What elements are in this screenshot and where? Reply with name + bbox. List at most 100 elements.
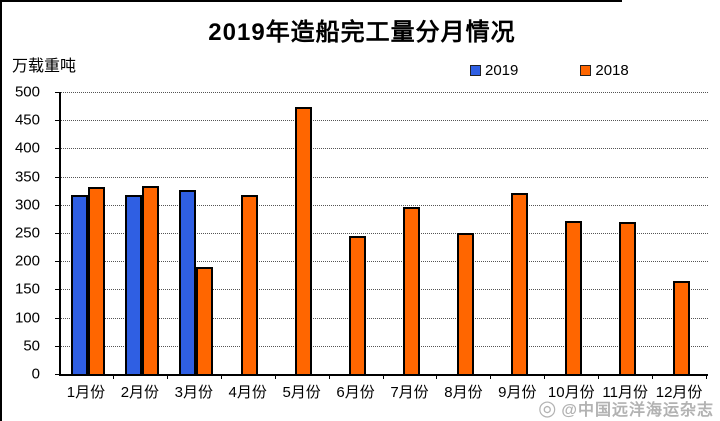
bar-2018-10月份 — [564, 221, 582, 374]
legend-label-2018: 2018 — [595, 62, 629, 79]
legend-item-2019: 2019 — [470, 62, 518, 79]
month-slot-2 — [115, 92, 169, 374]
y-tick-label-350: 350 — [14, 168, 40, 186]
bar-2018-8月份 — [456, 233, 474, 374]
gridline-350 — [61, 176, 708, 178]
month-slot-11 — [600, 92, 654, 374]
y-tick-label-100: 100 — [14, 309, 40, 327]
y-tick-label-0: 0 — [31, 365, 40, 383]
bar-2018-5月份 — [295, 107, 313, 374]
y-tick-label-500: 500 — [14, 83, 40, 101]
legend-label-2019: 2019 — [485, 62, 519, 79]
x-tick-9 — [544, 375, 546, 379]
month-slot-6 — [331, 92, 385, 374]
legend-swatch-2019 — [470, 65, 481, 76]
weibo-icon: ◎ — [538, 396, 557, 420]
month-slot-4 — [223, 92, 277, 374]
month-slot-7 — [385, 92, 439, 374]
x-tick-5 — [328, 375, 330, 379]
y-tick-label-400: 400 — [14, 139, 40, 157]
legend-swatch-2018 — [580, 65, 592, 76]
month-slot-5 — [277, 92, 331, 374]
gridline-450 — [61, 120, 708, 122]
x-tick-label-11: 11月份 — [602, 384, 648, 401]
chart-title: 2019年造船完工量分月情况 — [208, 19, 516, 46]
x-tick-1 — [112, 375, 114, 379]
bar-2018-2月份 — [141, 186, 159, 374]
x-tick-10 — [598, 375, 600, 379]
y-tick-150 — [55, 289, 61, 291]
month-slot-8 — [438, 92, 492, 374]
x-tick-8 — [490, 375, 492, 379]
x-tick-label-9: 9月份 — [498, 384, 537, 401]
month-slot-3 — [169, 92, 223, 374]
legend-item-2018: 2018 — [580, 62, 629, 79]
bar-2018-9月份 — [510, 192, 528, 374]
legend: 2019 2018 — [470, 62, 629, 79]
gridline-300 — [61, 204, 708, 206]
gridline-100 — [61, 317, 708, 319]
gridline-200 — [61, 261, 708, 263]
watermark-text: @中国远洋海运杂志 — [561, 402, 714, 419]
y-tick-label-200: 200 — [14, 252, 40, 270]
x-tick-label-6: 6月份 — [336, 384, 375, 401]
y-tick-350 — [55, 176, 61, 178]
x-tick-6 — [382, 375, 384, 379]
y-axis-labels: 0 50 100 150 200 250 300 350 400 450 500 — [2, 85, 50, 382]
y-tick-300 — [55, 204, 61, 206]
bar-2018-12月份 — [672, 280, 690, 374]
x-tick-label-12: 12月份 — [655, 384, 703, 401]
bars-layer — [61, 92, 708, 374]
y-tick-label-50: 50 — [23, 337, 40, 355]
y-tick-200 — [55, 261, 61, 263]
x-tick-12 — [706, 375, 707, 379]
x-tick-label-1: 1月份 — [66, 384, 106, 401]
x-tick-label-5: 5月份 — [282, 384, 321, 401]
month-slot-9 — [492, 92, 546, 374]
gridline-500 — [61, 92, 708, 93]
bar-2019-3月份 — [178, 189, 196, 374]
y-tick-500 — [55, 92, 61, 93]
y-tick-0 — [55, 374, 61, 375]
frame-top-border — [2, 0, 622, 2]
x-tick-4 — [274, 375, 276, 379]
month-slot-1 — [61, 92, 115, 374]
gridline-400 — [61, 148, 708, 150]
y-tick-label-300: 300 — [14, 196, 40, 214]
bar-2018-3月份 — [195, 266, 213, 374]
x-tick-label-2: 2月份 — [120, 384, 160, 401]
gridline-250 — [61, 233, 708, 234]
y-tick-450 — [55, 120, 61, 122]
gridline-150 — [61, 289, 708, 291]
bar-2018-4月份 — [241, 194, 259, 374]
y-tick-100 — [55, 317, 61, 319]
x-tick-3 — [220, 375, 222, 379]
bar-2018-11月份 — [618, 221, 636, 374]
x-axis-labels: 1月份 2月份 3月份 4月份 5月份 6月份 7月份 8月份 9月份 10月份 11月份 12月份 — [59, 381, 706, 402]
bar-2018-1月份 — [87, 187, 105, 374]
y-tick-400 — [55, 148, 61, 150]
x-tick-label-8: 8月份 — [444, 384, 483, 401]
month-slot-10 — [546, 92, 600, 374]
y-tick-label-450: 450 — [14, 111, 40, 129]
month-slot-12 — [654, 92, 708, 374]
x-tick-2 — [166, 375, 168, 379]
bar-2018-6月份 — [349, 236, 367, 374]
bar-2019-2月份 — [124, 194, 142, 374]
bar-2018-7月份 — [402, 207, 420, 374]
y-tick-label-250: 250 — [14, 224, 40, 242]
gridline-50 — [61, 345, 708, 347]
bar-2019-1月份 — [70, 194, 88, 374]
x-tick-7 — [436, 375, 438, 379]
plot-area — [59, 92, 708, 376]
watermark: ◎ @中国远洋海运杂志 — [538, 396, 714, 420]
x-tick-label-3: 3月份 — [174, 384, 213, 401]
y-tick-250 — [55, 233, 61, 234]
x-tick-label-4: 4月份 — [228, 384, 267, 401]
y-axis-unit-label: 万载重吨 — [12, 58, 77, 75]
x-tick-11 — [652, 375, 654, 379]
x-tick-label-7: 7月份 — [390, 384, 429, 401]
y-tick-label-150: 150 — [14, 280, 40, 298]
x-tick-label-10: 10月份 — [547, 384, 595, 401]
